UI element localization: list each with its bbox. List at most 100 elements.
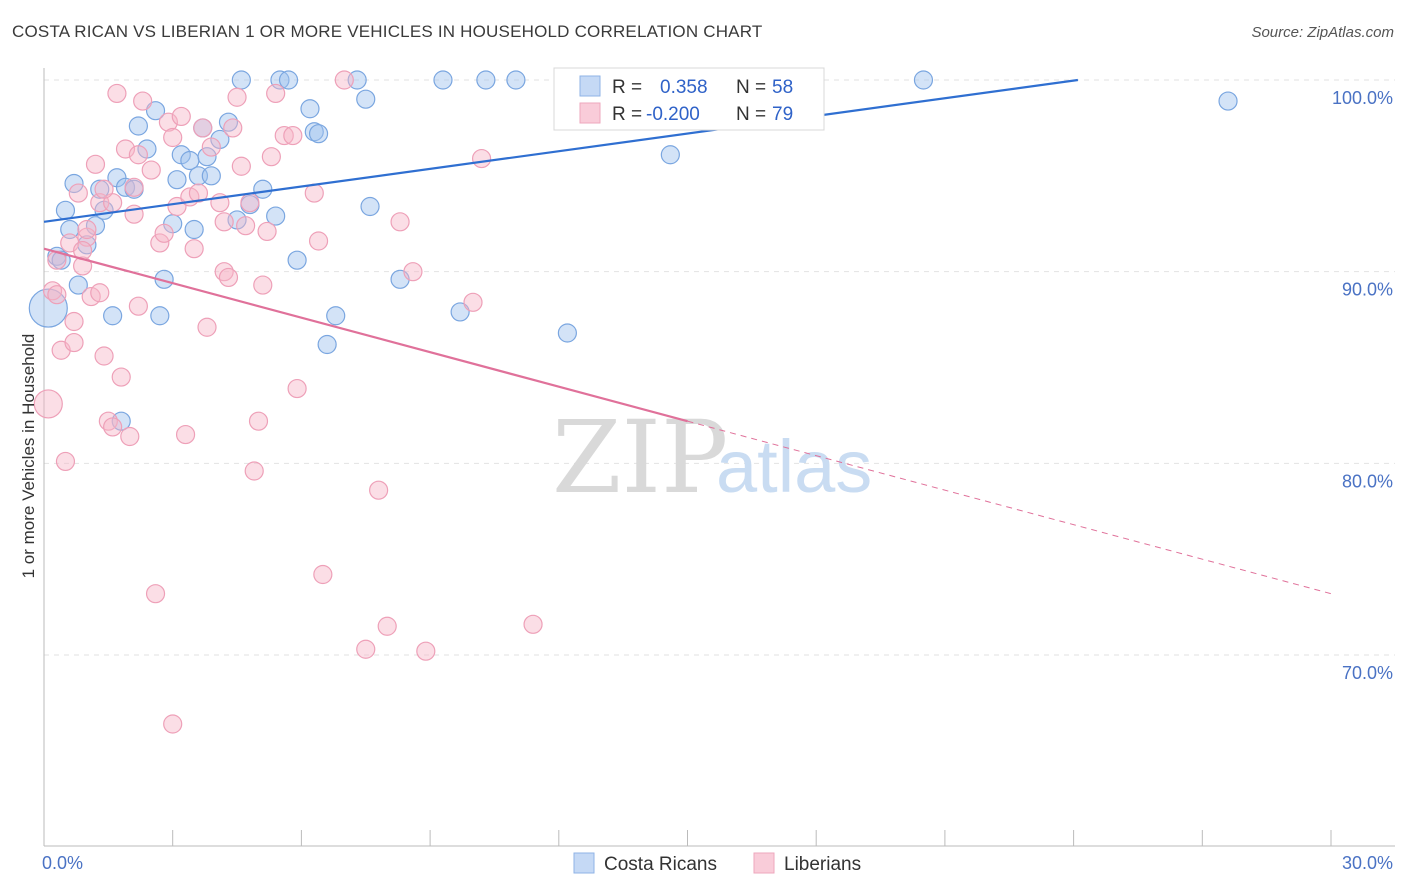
point-liberian-37 <box>175 424 196 445</box>
point-liberian-48 <box>227 87 247 107</box>
y-tick-label-3: 70.0% <box>1342 663 1393 683</box>
point-costa-rican-33 <box>231 70 251 90</box>
point-costa-rican-36 <box>266 206 286 226</box>
point-liberian-29 <box>141 160 161 180</box>
point-costa-rican-25 <box>184 219 204 240</box>
trend-line-costa-ricans <box>43 78 1079 223</box>
point-liberian-28 <box>133 91 153 111</box>
point-liberian-49 <box>231 156 251 176</box>
data-points <box>28 70 1238 734</box>
point-liberian-36 <box>171 106 191 127</box>
point-liberian-57 <box>266 83 286 104</box>
y-tick-labels: 100.0% 90.0% 80.0% 70.0% <box>1332 88 1393 683</box>
point-liberian-54 <box>253 275 273 295</box>
point-costa-rican-19 <box>150 306 170 326</box>
point-costa-rican-50 <box>450 302 470 322</box>
point-liberian-22 <box>111 367 131 387</box>
bottom-legend-label-costa-ricans: Costa Ricans <box>604 854 717 875</box>
point-costa-rican-42 <box>308 124 329 144</box>
point-costa-rican-3 <box>55 200 76 220</box>
legend-n-label-0: N = <box>736 77 766 98</box>
point-liberian-56 <box>261 147 281 167</box>
y-tick-label-0: 100.0% <box>1332 88 1393 108</box>
point-costa-rican-47 <box>360 196 380 217</box>
point-liberian-72 <box>471 148 492 169</box>
point-costa-rican-52 <box>506 70 526 90</box>
y-tick-label-2: 80.0% <box>1342 471 1393 491</box>
point-costa-rican-2 <box>51 250 71 270</box>
point-liberian-21 <box>107 83 127 104</box>
point-costa-rican-38 <box>278 70 299 90</box>
point-liberian-8 <box>64 311 84 332</box>
point-liberian-9 <box>68 183 88 203</box>
point-liberian-30 <box>145 584 166 604</box>
point-costa-rican-6 <box>68 275 88 295</box>
source-credit: Source: ZipAtlas.com <box>1251 24 1394 41</box>
point-liberian-64 <box>334 70 354 90</box>
point-liberian-0 <box>33 389 63 419</box>
bottom-legend-swatch-liberians <box>753 852 775 874</box>
watermark-atlas: atlas <box>716 425 872 508</box>
point-costa-rican-39 <box>287 250 307 270</box>
point-liberian-78 <box>214 212 234 232</box>
point-costa-rican-28 <box>197 147 217 167</box>
point-liberian-59 <box>283 125 303 146</box>
point-liberian-32 <box>154 223 174 243</box>
watermark-zip: ZIP <box>552 399 728 516</box>
point-costa-rican-57 <box>1218 91 1238 111</box>
point-liberian-34 <box>163 714 183 734</box>
point-liberian-2 <box>47 285 67 305</box>
point-costa-rican-51 <box>476 70 496 90</box>
point-liberian-77 <box>163 127 183 148</box>
point-costa-rican-49 <box>433 70 453 90</box>
point-costa-rican-22 <box>167 170 187 190</box>
point-liberian-41 <box>193 118 213 138</box>
point-costa-rican-43 <box>317 334 337 355</box>
legend-n-value-0: 58 <box>772 77 793 98</box>
point-liberian-55 <box>257 221 277 242</box>
point-costa-rican-44 <box>326 306 346 326</box>
point-liberian-70 <box>416 641 436 661</box>
y-tick-label-1: 90.0% <box>1342 280 1393 300</box>
point-liberian-66 <box>369 480 389 500</box>
point-liberian-10 <box>73 256 93 276</box>
legend-r-label-0: R = <box>612 77 642 98</box>
bottom-legend-label-liberians: Liberians <box>784 854 861 875</box>
point-liberian-69 <box>403 262 423 282</box>
point-liberian-76 <box>124 177 144 197</box>
point-costa-rican-11 <box>103 306 123 326</box>
point-liberian-14 <box>85 154 106 174</box>
point-costa-rican-56 <box>913 70 934 90</box>
y-axis-label: 1 or more Vehicles in Household <box>19 334 38 579</box>
point-costa-rican-35 <box>253 179 273 199</box>
legend-r-value-1: -0.200 <box>646 104 700 125</box>
point-liberian-40 <box>188 183 209 203</box>
point-liberian-26 <box>128 145 148 165</box>
point-liberian-43 <box>201 137 221 157</box>
point-costa-rican-46 <box>356 89 376 109</box>
point-costa-rican-53 <box>557 323 577 343</box>
legend-r-label-1: R = <box>612 104 642 125</box>
point-liberian-7 <box>64 332 84 353</box>
axes <box>43 68 1395 847</box>
legend-n-label-1: N = <box>736 104 766 125</box>
trend-lines <box>43 78 1332 595</box>
point-liberian-12 <box>77 219 97 240</box>
point-liberian-52 <box>244 461 264 481</box>
point-liberian-27 <box>128 296 148 316</box>
point-liberian-20 <box>103 417 123 437</box>
legend-swatch-liberians <box>579 102 601 124</box>
point-liberian-53 <box>248 411 269 431</box>
point-liberian-61 <box>304 183 324 203</box>
point-liberian-50 <box>236 216 256 236</box>
trend-line-extension-liberians <box>687 420 1332 595</box>
point-liberian-15 <box>90 283 110 303</box>
point-costa-rican-40 <box>300 99 320 119</box>
point-liberian-73 <box>523 614 543 634</box>
legend-box: R = 0.358 N = 58 R = -0.200 N = 79 <box>553 67 825 131</box>
point-costa-rican-5 <box>64 173 84 194</box>
point-liberian-39 <box>184 239 204 259</box>
trend-line-liberians <box>43 247 688 423</box>
point-liberian-60 <box>287 378 307 399</box>
